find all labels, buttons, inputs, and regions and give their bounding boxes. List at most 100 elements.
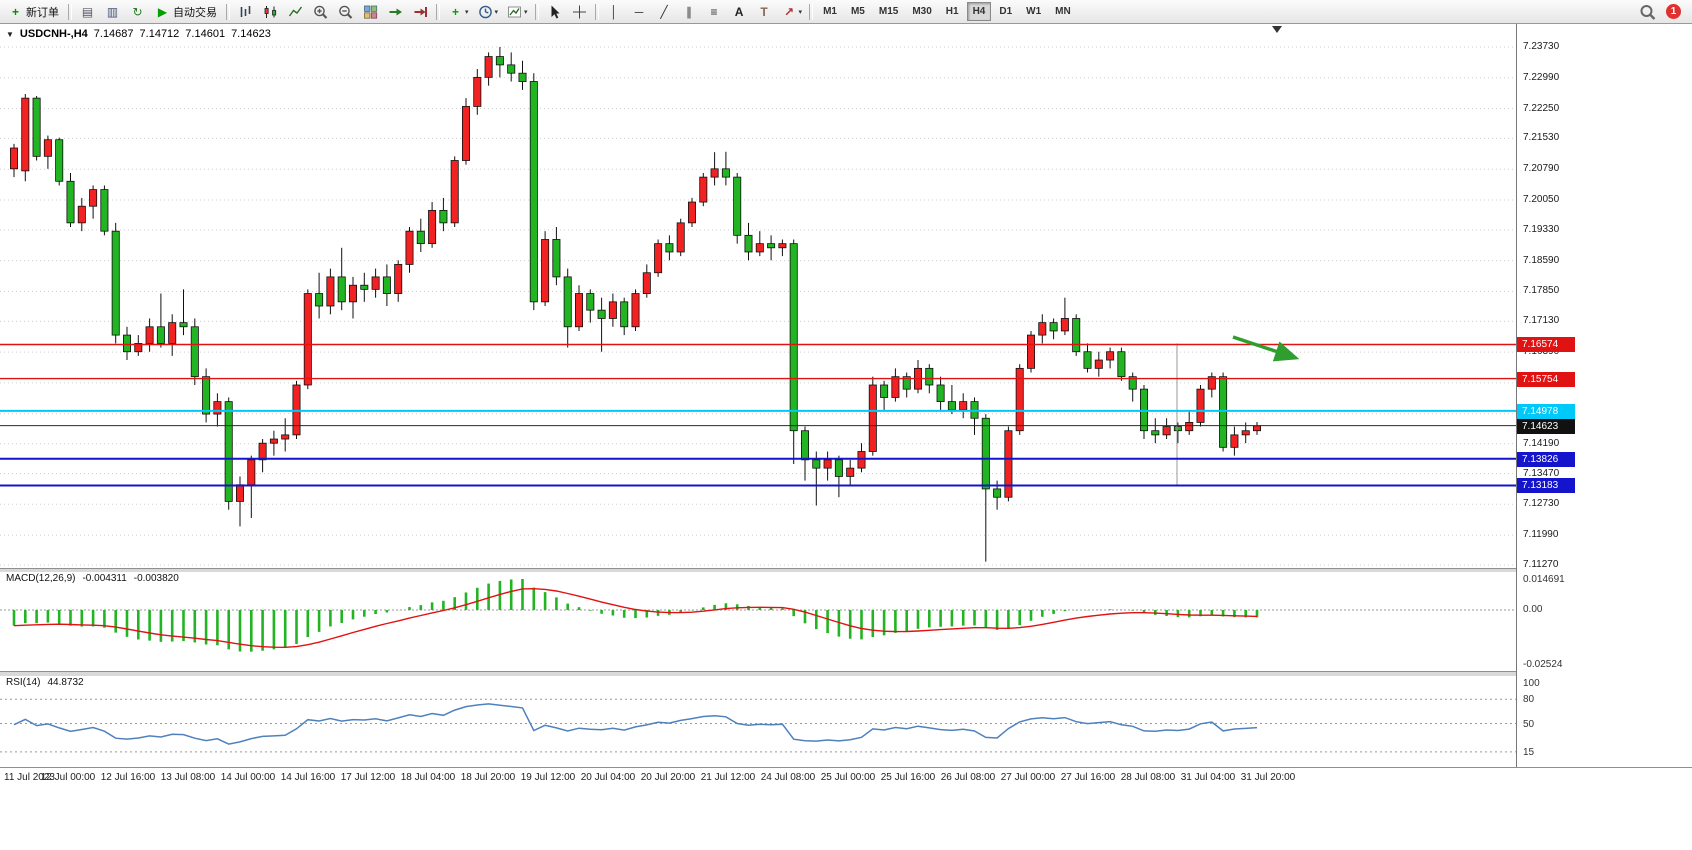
crosshair-button[interactable] xyxy=(568,1,591,23)
zoom-in-button[interactable] xyxy=(309,1,332,23)
panel-separator[interactable] xyxy=(0,568,1692,573)
candles xyxy=(9,47,1262,562)
fibonacci-button[interactable]: ≡ xyxy=(703,1,726,23)
time-label: 31 Jul 04:00 xyxy=(1180,772,1236,783)
trend-arrow-object[interactable] xyxy=(1232,335,1300,362)
axis-label: 100 xyxy=(1523,678,1540,689)
line-chart-button[interactable] xyxy=(284,1,307,23)
timeframe-m30-button[interactable]: M30 xyxy=(912,6,932,17)
zoom-out-icon xyxy=(339,5,353,19)
toolbar-separator xyxy=(594,3,599,20)
chart-area[interactable]: ▼ USDCNH-,H4 7.14687 7.14712 7.14601 7.1… xyxy=(0,23,1516,568)
periods-button[interactable]: ▾ xyxy=(474,1,502,23)
toolbar-separator xyxy=(809,3,814,20)
time-label: 18 Jul 20:00 xyxy=(460,772,516,783)
vertical-line-icon: │ xyxy=(610,4,618,19)
chart-high-value: 7.14712 xyxy=(139,28,180,40)
bar-chart-icon xyxy=(240,5,251,17)
text-label-button[interactable]: T xyxy=(753,1,776,23)
time-label: 19 Jul 12:00 xyxy=(520,772,576,783)
search-icon xyxy=(1640,4,1656,20)
trendline-icon: ╱ xyxy=(660,4,668,19)
auto-trading-icon: ▶ xyxy=(157,4,168,19)
timeframe-h4-button[interactable]: H4 xyxy=(966,2,992,21)
profiles-icon: ▥ xyxy=(106,4,119,19)
panel-separator[interactable] xyxy=(0,671,1692,677)
arrows-button[interactable]: ↗ ▾ xyxy=(778,1,806,23)
timeframe-m15-button[interactable]: M15 xyxy=(878,6,899,17)
zoom-out-button[interactable] xyxy=(334,1,357,23)
fibonacci-icon: ≡ xyxy=(710,4,718,19)
macd-panel[interactable]: MACD(12,26,9) -0.004311 -0.003820 xyxy=(0,571,1516,671)
macd-canvas xyxy=(0,579,1516,652)
macd-name: MACD(12,26,9) xyxy=(6,573,76,584)
zoom-in-icon xyxy=(314,5,328,19)
price-scale[interactable]: 7.23730 7.22990 7.22250 7.21530 7.20790 7.200… xyxy=(1516,23,1692,767)
time-label: 12 Jul 00:00 xyxy=(40,772,96,783)
axis-label: 7.11990 xyxy=(1523,529,1559,541)
axis-label: 0.00 xyxy=(1523,604,1543,615)
axis-label: 7.18590 xyxy=(1523,254,1560,266)
timeframe-m5-button[interactable]: M5 xyxy=(850,6,865,17)
toolbar-right: 1 xyxy=(1639,4,1692,20)
time-label: 18 Jul 04:00 xyxy=(400,772,456,783)
search-button[interactable] xyxy=(1639,4,1656,20)
macd-label: MACD(12,26,9) -0.004311 -0.003820 xyxy=(6,573,179,584)
tile-windows-button[interactable] xyxy=(359,1,382,23)
trendline-button[interactable]: ╱ xyxy=(653,1,676,23)
horizontal-line-icon: ─ xyxy=(634,4,644,19)
time-axis[interactable]: 11 Jul 2023 12 Jul 00:00 12 Jul 16:00 13 Ju… xyxy=(0,767,1692,790)
indicators-button[interactable]: + ▾ xyxy=(444,1,472,23)
cursor-button[interactable] xyxy=(543,1,566,23)
time-label: 25 Jul 16:00 xyxy=(880,772,936,783)
text-icon: A xyxy=(734,4,744,19)
macd-signal-value: -0.003820 xyxy=(133,573,179,584)
chart-window-button[interactable]: ▤ xyxy=(76,1,99,23)
profiles-button[interactable]: ▥ xyxy=(101,1,124,23)
macd-signal-line xyxy=(13,587,1258,649)
crosshair-icon xyxy=(572,5,586,18)
refresh-icon: ↻ xyxy=(132,4,143,19)
bar-chart-button[interactable] xyxy=(234,1,257,23)
channel-button[interactable]: ∥ xyxy=(678,1,701,23)
candlestick-button[interactable] xyxy=(259,1,282,23)
auto-scroll-button[interactable] xyxy=(384,1,407,23)
chart-shift-marker[interactable] xyxy=(1272,26,1282,33)
horizontal-line-button[interactable]: ─ xyxy=(628,1,651,23)
candlestick-icon xyxy=(264,5,277,18)
price-chart-canvas[interactable] xyxy=(0,23,1516,568)
rsi-canvas xyxy=(0,698,1516,753)
axis-label: 7.12730 xyxy=(1523,498,1560,510)
timeframe-m1-button[interactable]: M1 xyxy=(823,6,837,17)
axis-label: -0.02524 xyxy=(1523,659,1563,670)
axis-label: 7.21530 xyxy=(1523,132,1560,144)
chart-title: ▼ USDCNH-,H4 7.14687 7.14712 7.14601 7.1… xyxy=(6,28,271,40)
time-label: 20 Jul 20:00 xyxy=(640,772,696,783)
axis-label: 7.22990 xyxy=(1523,71,1560,83)
refresh-button[interactable]: ↻ xyxy=(126,1,149,23)
new-order-icon: + xyxy=(11,4,19,19)
timeframe-h1-button[interactable]: H1 xyxy=(945,6,959,17)
time-label: 28 Jul 08:00 xyxy=(1120,772,1176,783)
price-badge-7.13826: 7.13826 xyxy=(1517,451,1575,467)
rsi-line xyxy=(13,703,1258,745)
timeframe-w1-button[interactable]: W1 xyxy=(1026,6,1042,17)
time-label: 24 Jul 08:00 xyxy=(760,772,816,783)
toolbar-separator xyxy=(68,3,72,20)
price-badge-7.15754: 7.15754 xyxy=(1517,371,1575,387)
rsi-panel[interactable]: RSI(14) 44.8732 xyxy=(0,675,1516,767)
chart-shift-button[interactable] xyxy=(409,1,432,23)
vertical-line-button[interactable]: │ xyxy=(603,1,626,23)
collapse-triangle-icon[interactable]: ▼ xyxy=(6,29,14,39)
time-label: 17 Jul 12:00 xyxy=(340,772,396,783)
templates-button[interactable]: ▾ xyxy=(503,1,531,23)
text-button[interactable]: A xyxy=(728,1,751,23)
new-order-button[interactable]: + 新订单 xyxy=(4,1,64,23)
notification-badge[interactable]: 1 xyxy=(1666,4,1681,19)
chart-open-value: 7.14687 xyxy=(93,28,134,40)
auto-trading-button[interactable]: ▶ 自动交易 xyxy=(151,1,222,23)
timeframe-mn-button[interactable]: MN xyxy=(1055,6,1071,17)
axis-label: 7.11270 xyxy=(1523,559,1559,570)
timeframe-d1-button[interactable]: D1 xyxy=(999,6,1013,17)
